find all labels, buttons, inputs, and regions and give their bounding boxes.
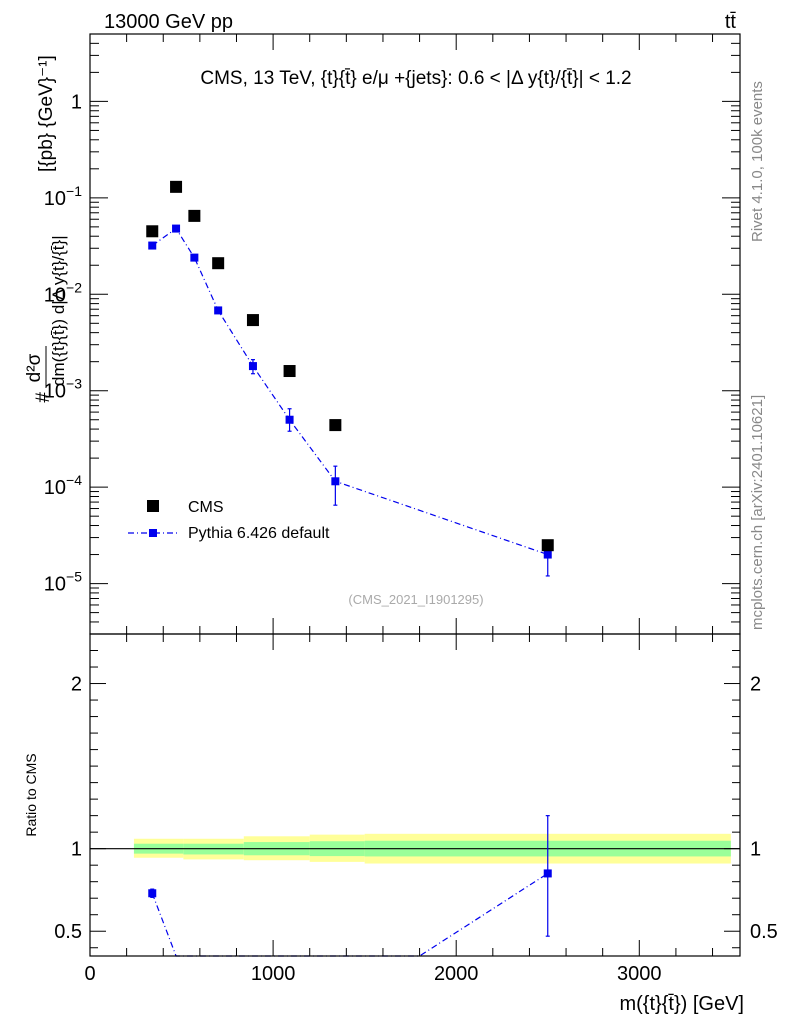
pythia-point [148,241,157,250]
legend-cms-marker [147,500,159,512]
x-tick-label: 1000 [251,963,296,985]
main-y-tick-label: 10−3 [44,376,82,403]
main-y-axis-label: # d²σ dm({t}{t̄}) d|Δ y{t}/{t̄}| [{pb} {… [24,55,68,402]
cms-point [283,365,296,378]
legend-pythia-marker [149,529,157,537]
process-label: tt̄ [725,11,737,33]
cms-point [212,257,225,270]
x-axis-label: m({t}{t̄}) [GeV] [619,993,744,1015]
ratio-axes: 0.5 0.5 1 1 2 2 0 1000 2000 3000 [54,634,778,985]
x-tick-label: 2000 [434,963,479,985]
cms-point [188,209,201,222]
pythia-point [190,253,199,262]
analysis-id: (CMS_2021_I1901295) [348,592,483,607]
legend-cms-label: CMS [188,499,224,516]
pythia-point [543,550,552,559]
ratio-y-tick-label-right: 0.5 [750,921,778,943]
y-label-unit: [{pb} {GeV}⁻¹] [36,55,57,172]
beam-label: 13000 GeV pp [104,11,233,33]
cms-point [329,419,342,432]
main-y-tick-label: 10−4 [44,472,82,499]
main-axes: 1 10−1 10−2 10−3 10−4 10−5 [44,33,740,635]
y-label-hash: # [33,392,54,403]
pythia-point [172,224,181,233]
ratio-pythia-line [151,872,549,957]
ratio-y-tick-label-right: 1 [750,839,761,861]
ratio-panel-frame [89,633,741,957]
ratio-y-tick-label: 1 [71,839,82,861]
y-label-numerator: d²σ [24,353,45,382]
main-y-tick-label: 10−1 [44,183,82,210]
y-label-denominator: dm({t}{t̄}) d|Δ y{t}/{t̄}| [49,235,68,386]
ratio-y-tick-label: 2 [71,674,82,696]
pythia-line [151,227,548,556]
main-y-tick-label: 10−2 [44,279,82,306]
cms-point [246,314,259,327]
x-tick-label: 0 [84,963,95,985]
ratio-pythia-point [148,889,157,898]
ratio-y-label: Ratio to CMS [23,753,39,836]
main-y-tick-label: 1 [71,91,82,113]
plot-title: CMS, 13 TeV, {t}{t̄} e/μ +{jets}: 0.6 < … [200,68,631,89]
pythia-point [248,362,257,371]
main-y-tick-label: 10−5 [44,569,82,596]
main-series [146,180,554,577]
pythia-point [331,477,340,486]
cms-point [170,180,183,193]
rivet-label: Rivet 4.1.0, 100k events [749,81,766,242]
ratio-series [148,815,552,957]
mcplots-label: mcplots.cern.ch [arXiv:2401.10621] [749,395,766,630]
ratio-y-tick-label-right: 2 [750,674,761,696]
pythia-point [214,306,223,315]
ratio-y-tick-label: 0.5 [54,921,82,943]
legend-pythia-label: Pythia 6.426 default [188,525,330,542]
ratio-pythia-point [543,869,552,878]
x-tick-label: 3000 [617,963,662,985]
pythia-point [285,415,294,424]
cms-point [541,539,554,552]
main-panel-frame [89,33,741,635]
cms-point [146,225,159,238]
legend: CMS Pythia 6.426 default [128,499,330,542]
